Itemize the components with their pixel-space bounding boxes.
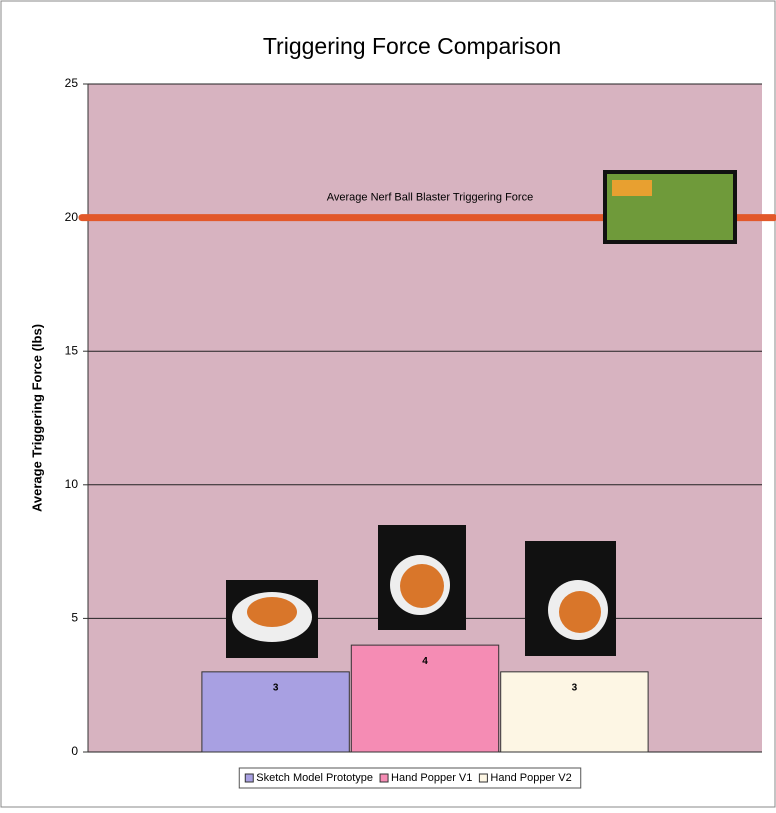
value-label: 3	[572, 682, 578, 693]
legend-box	[238, 767, 582, 789]
legend-label: Hand Popper V2	[490, 772, 571, 784]
legend-swatch	[478, 773, 488, 783]
photo-part	[400, 564, 444, 608]
legend-swatch	[244, 773, 254, 783]
y-axis-label: Average Triggering Force (lbs)	[29, 324, 44, 512]
legend-item: Sketch Model Prototype	[244, 772, 373, 784]
bar	[201, 671, 350, 753]
y-tick-label: 10	[65, 477, 79, 491]
y-tick-label: 15	[65, 343, 79, 357]
photo-part	[559, 591, 601, 633]
value-label: 3	[273, 682, 279, 693]
y-tick-label: 0	[71, 744, 78, 758]
photos	[226, 170, 737, 658]
reference-label: Average Nerf Ball Blaster Triggering For…	[327, 192, 533, 204]
legend-item: Hand Popper V2	[478, 772, 572, 784]
legend: Sketch Model Prototype Hand Popper V1 Hand…	[238, 767, 582, 789]
legend-swatch	[379, 773, 389, 783]
bar	[500, 671, 649, 753]
y-tick-label: 25	[65, 76, 79, 90]
legend-item: Hand Popper V1	[379, 772, 472, 784]
bar	[350, 644, 500, 753]
legend-label: Hand Popper V1	[391, 772, 472, 784]
y-tick-label: 20	[65, 210, 79, 224]
legend-label: Sketch Model Prototype	[256, 772, 373, 784]
chart-title: Triggering Force Comparison	[263, 33, 561, 59]
photo-part	[247, 597, 297, 627]
value-label: 4	[422, 656, 428, 667]
y-tick-label: 5	[71, 611, 78, 625]
photo-part	[612, 180, 652, 196]
